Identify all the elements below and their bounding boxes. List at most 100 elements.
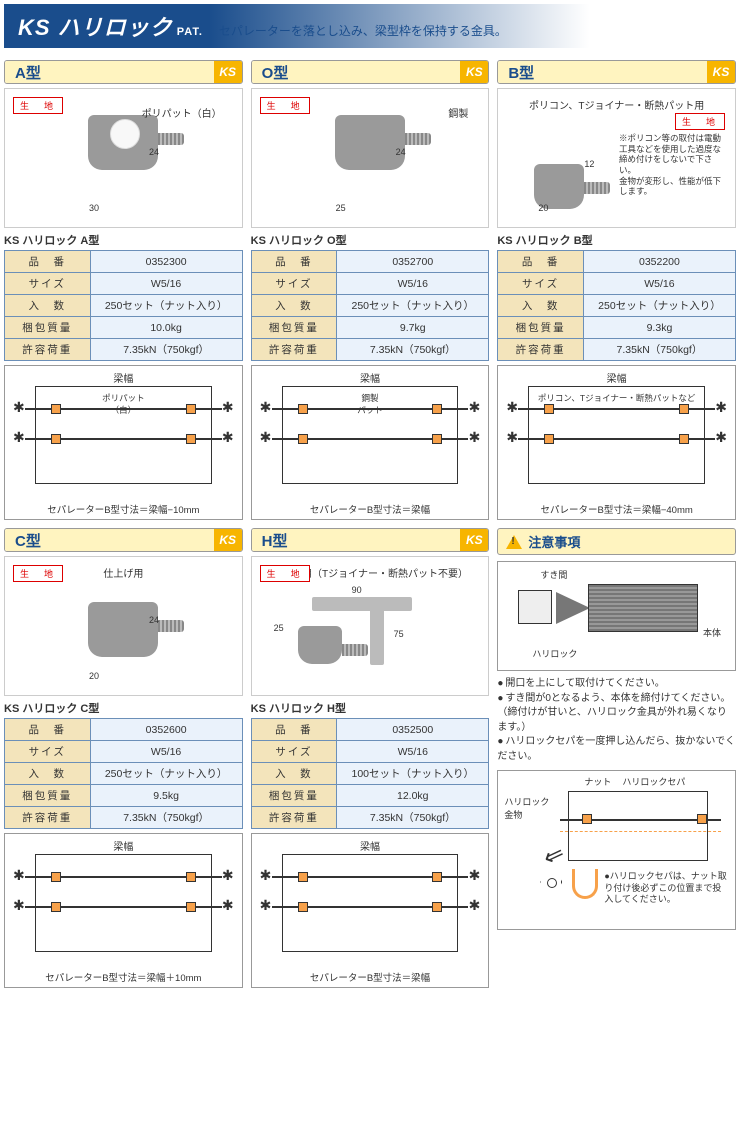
spec-value: 0352700	[337, 251, 489, 273]
caution-header: 注意事項	[497, 528, 736, 555]
spec-key: 入 数	[5, 295, 91, 317]
page-title: KS ハリロック PAT.	[18, 10, 203, 42]
spec-value: 7.35kN（750kgf）	[583, 339, 735, 361]
ks-badge-icon: KS	[460, 529, 488, 551]
card-header: A型KS	[4, 60, 243, 84]
spec-key: 梱包質量	[5, 785, 91, 807]
caution-install-note: ●ハリロックセパは、ナット取り付け後必ずこの位置まで投入してください。	[604, 871, 729, 906]
spec-table: 品 番0352200サイズW5/16入 数250セット（ナット入り）梱包質量9.…	[497, 250, 736, 361]
ks-badge-icon: KS	[460, 61, 488, 83]
spec-key: サイズ	[251, 273, 337, 295]
ks-badge-icon: KS	[214, 61, 242, 83]
photo-label: 鋼製	[448, 105, 468, 120]
ji-badge: 生 地	[675, 113, 725, 130]
spec-value: 0352600	[90, 719, 242, 741]
spec-key: 品 番	[251, 719, 337, 741]
ji-badge: 生 地	[13, 565, 63, 582]
beam-diagram: ✱✱✱✱ポリコン、Tジョイナー・断熱パットなど梁幅セパレーターB型寸法＝梁幅−4…	[497, 365, 736, 520]
spec-key: 梱包質量	[5, 317, 91, 339]
type-label: A型	[5, 61, 214, 83]
spec-key: 入 数	[498, 295, 584, 317]
beam-rect	[35, 386, 212, 484]
spec-key: 入 数	[251, 763, 337, 785]
spec-key: 許容荷重	[251, 807, 337, 829]
spec-title: KS ハリロック O型	[251, 232, 490, 248]
spec-table: 品 番0352600サイズW5/16入 数250セット（ナット入り）梱包質量9.…	[4, 718, 243, 829]
clamp-icon	[88, 602, 158, 657]
spec-key: サイズ	[5, 273, 91, 295]
diagram-caption: セパレーターB型寸法＝梁幅−10mm	[5, 502, 242, 516]
spec-value: 250セット（ナット入り）	[90, 763, 242, 785]
beam-rect	[35, 854, 212, 952]
beam-width-label: 梁幅	[113, 370, 133, 385]
beam-rect	[528, 386, 705, 484]
spec-value: W5/16	[90, 273, 242, 295]
product-card: C型KS仕上げ用生 地2024KS ハリロック C型品 番0352600サイズW…	[4, 528, 243, 988]
product-card: O型KS生 地鋼製2524KS ハリロック O型品 番0352700サイズW5/…	[251, 60, 490, 520]
ks-badge-icon: KS	[214, 529, 242, 551]
spec-value: 9.5kg	[90, 785, 242, 807]
spec-table: 品 番0352700サイズW5/16入 数250セット（ナット入り）梱包質量9.…	[251, 250, 490, 361]
product-grid: A型KS生 地ポリパット（白）3024KS ハリロック A型品 番0352300…	[0, 52, 740, 996]
nut-hex-icon	[540, 871, 562, 893]
spec-key: 許容荷重	[498, 339, 584, 361]
beam-diagram: ✱✱✱✱鋼製パット梁幅セパレーターB型寸法＝梁幅	[251, 365, 490, 520]
spec-key: 品 番	[498, 251, 584, 273]
spec-value: 7.35kN（750kgf）	[337, 339, 489, 361]
photo-box: 生 地鋼製2524	[251, 88, 490, 228]
pat-text: PAT.	[177, 26, 203, 38]
spec-value: W5/16	[583, 273, 735, 295]
clamp-icon	[88, 115, 158, 170]
photo-box: ポリコン、Tジョイナー・断熱パット用生 地※ポリコン等の取付は電動工具などを使用…	[497, 88, 736, 228]
caution-diagram-gap: すき間本体ハリロック	[497, 561, 736, 671]
spec-title: KS ハリロック A型	[4, 232, 243, 248]
spec-key: 許容荷重	[251, 339, 337, 361]
spec-key: サイズ	[251, 741, 337, 763]
spec-key: サイズ	[5, 741, 91, 763]
ji-badge: 生 地	[260, 97, 310, 114]
spec-title: KS ハリロック C型	[4, 700, 243, 716]
u-clip-icon	[572, 869, 598, 899]
spec-value: 12.0kg	[337, 785, 489, 807]
type-label: H型	[252, 529, 461, 551]
card-header: C型KS	[4, 528, 243, 552]
spec-key: 品 番	[5, 251, 91, 273]
page-subtitle: セパレーターを落とし込み、梁型枠を保持する金具。	[219, 22, 507, 39]
diagram-caption: セパレーターB型寸法＝梁幅	[252, 502, 489, 516]
beam-diagram: ✱✱✱✱梁幅セパレーターB型寸法＝梁幅	[251, 833, 490, 988]
warning-triangle-icon	[506, 535, 522, 549]
beam-width-label: 梁幅	[360, 370, 380, 385]
spec-value: 250セット（ナット入り）	[90, 295, 242, 317]
caution-title: 注意事項	[528, 532, 580, 551]
product-card: A型KS生 地ポリパット（白）3024KS ハリロック A型品 番0352300…	[4, 60, 243, 520]
clamp-icon	[335, 115, 405, 170]
beam-rect	[282, 386, 459, 484]
title-text: KS ハリロック	[18, 15, 173, 40]
spec-key: 梱包質量	[251, 317, 337, 339]
clamp-icon	[298, 626, 342, 664]
spec-value: W5/16	[90, 741, 242, 763]
spec-key: 梱包質量	[251, 785, 337, 807]
spec-value: 7.35kN（750kgf）	[90, 339, 242, 361]
spec-value: 7.35kN（750kgf）	[90, 807, 242, 829]
caution-diagram-install: ナットハリロックセパハリロック金物⇙●ハリロックセパは、ナット取り付け後必ずこの…	[497, 770, 736, 930]
spec-table: 品 番0352500サイズW5/16入 数100セット（ナット入り）梱包質量12…	[251, 718, 490, 829]
caution-card: 注意事項すき間本体ハリロック開口を上にして取付けてください。すき間が0となるよう…	[497, 528, 736, 988]
photo-label: ポリパット（白）	[142, 105, 222, 120]
photo-warning-note: ※ポリコン等の取付は電動工具などを使用した過度な締め付けをしないで下さい。金物が…	[619, 133, 729, 197]
ji-badge: 生 地	[13, 97, 63, 114]
page-header: KS ハリロック PAT. セパレーターを落とし込み、梁型枠を保持する金具。	[4, 4, 736, 48]
spec-key: 入 数	[5, 763, 91, 785]
spec-title: KS ハリロック H型	[251, 700, 490, 716]
spec-key: 梱包質量	[498, 317, 584, 339]
beam-diagram: ✱✱✱✱梁幅セパレーターB型寸法＝梁幅＋10mm	[4, 833, 243, 988]
product-card: B型KSポリコン、Tジョイナー・断熱パット用生 地※ポリコン等の取付は電動工具な…	[497, 60, 736, 520]
spec-value: 9.7kg	[337, 317, 489, 339]
type-label: C型	[5, 529, 214, 551]
type-label: O型	[252, 61, 461, 83]
spec-value: 100セット（ナット入り）	[337, 763, 489, 785]
spec-key: サイズ	[498, 273, 584, 295]
card-header: H型KS	[251, 528, 490, 552]
product-card: H型KS断熱材用（Tジョイナー・断熱パット不要）生 地902575KS ハリロッ…	[251, 528, 490, 988]
spec-key: 許容荷重	[5, 807, 91, 829]
